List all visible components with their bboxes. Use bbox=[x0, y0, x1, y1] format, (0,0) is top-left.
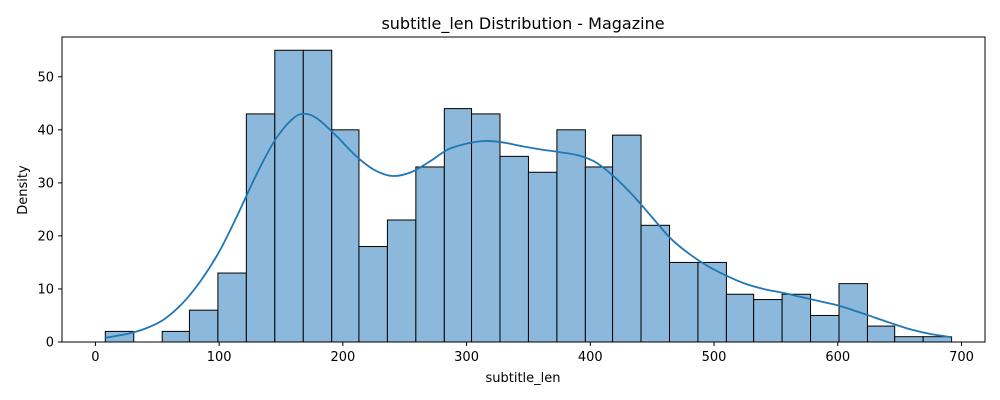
histogram-bar bbox=[640, 224, 670, 343]
y-tick-label: 0 bbox=[46, 336, 54, 351]
histogram-bar bbox=[725, 293, 755, 343]
y-tick-label: 50 bbox=[37, 70, 54, 85]
x-tick-label: 300 bbox=[454, 350, 479, 365]
y-tick-label: 30 bbox=[37, 176, 54, 191]
x-tick-label: 500 bbox=[702, 350, 727, 365]
histogram-bar bbox=[499, 155, 529, 343]
y-tick-label: 10 bbox=[37, 282, 54, 297]
histogram-bar bbox=[781, 293, 812, 343]
histogram-bar bbox=[274, 49, 304, 343]
histogram-bar bbox=[838, 283, 868, 343]
x-axis-label: subtitle_len bbox=[485, 371, 560, 386]
x-tick-label: 100 bbox=[207, 350, 232, 365]
x-tick-label: 400 bbox=[578, 350, 603, 365]
y-tick-label: 40 bbox=[37, 123, 54, 138]
histogram-bar bbox=[386, 219, 417, 343]
x-tick-label: 200 bbox=[330, 350, 355, 365]
histogram-bar bbox=[415, 166, 445, 343]
bars-layer bbox=[104, 49, 953, 343]
histogram-bar bbox=[188, 309, 219, 343]
kde-curve bbox=[105, 112, 952, 339]
histogram-bar bbox=[527, 171, 558, 343]
y-axis-ticks: 0 10 20 30 40 50 bbox=[37, 70, 62, 351]
histogram-bar bbox=[217, 272, 247, 343]
histogram-bar bbox=[866, 325, 896, 343]
histogram-bar bbox=[358, 246, 388, 343]
y-tick-label: 20 bbox=[37, 229, 54, 244]
histogram-bar bbox=[753, 299, 783, 343]
x-axis-ticks: 0 100 200 300 400 500 600 700 bbox=[91, 342, 974, 365]
histogram-bar bbox=[556, 129, 586, 343]
histogram-bar bbox=[584, 166, 614, 343]
y-axis-label: Density bbox=[16, 165, 31, 215]
histogram-bar bbox=[302, 49, 333, 343]
x-tick-label: 600 bbox=[825, 350, 850, 365]
chart-title: subtitle_len Distribution - Magazine bbox=[381, 14, 664, 34]
histogram-bar bbox=[668, 261, 699, 343]
plot-frame bbox=[61, 36, 986, 343]
histogram-bar bbox=[161, 330, 190, 343]
histogram-bar bbox=[331, 129, 360, 343]
x-tick-label: 700 bbox=[949, 350, 974, 365]
histogram-bar bbox=[471, 113, 501, 343]
histogram-bar bbox=[612, 134, 642, 343]
x-tick-label: 0 bbox=[91, 350, 99, 365]
kde-layer bbox=[105, 112, 952, 339]
histogram-bar bbox=[810, 314, 840, 343]
histogram-bar bbox=[894, 336, 924, 343]
